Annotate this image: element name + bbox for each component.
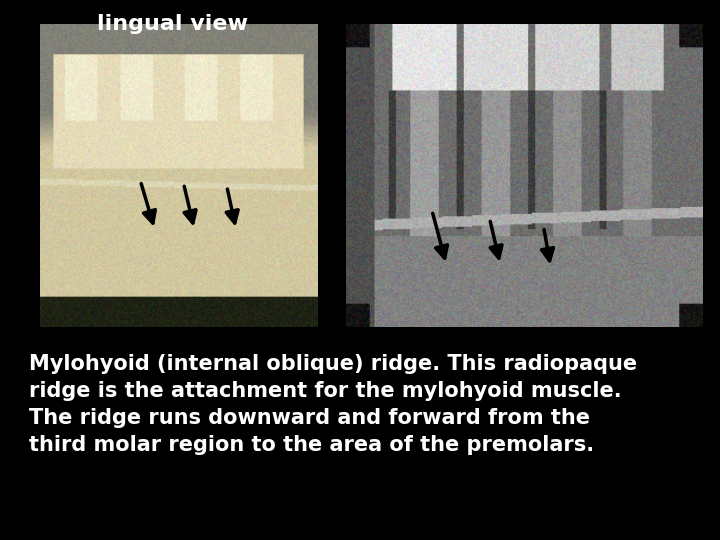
Text: lingual view: lingual view xyxy=(97,14,248,33)
Text: Mylohyoid (internal oblique) ridge. This radiopaque
ridge is the attachment for : Mylohyoid (internal oblique) ridge. This… xyxy=(29,354,637,455)
